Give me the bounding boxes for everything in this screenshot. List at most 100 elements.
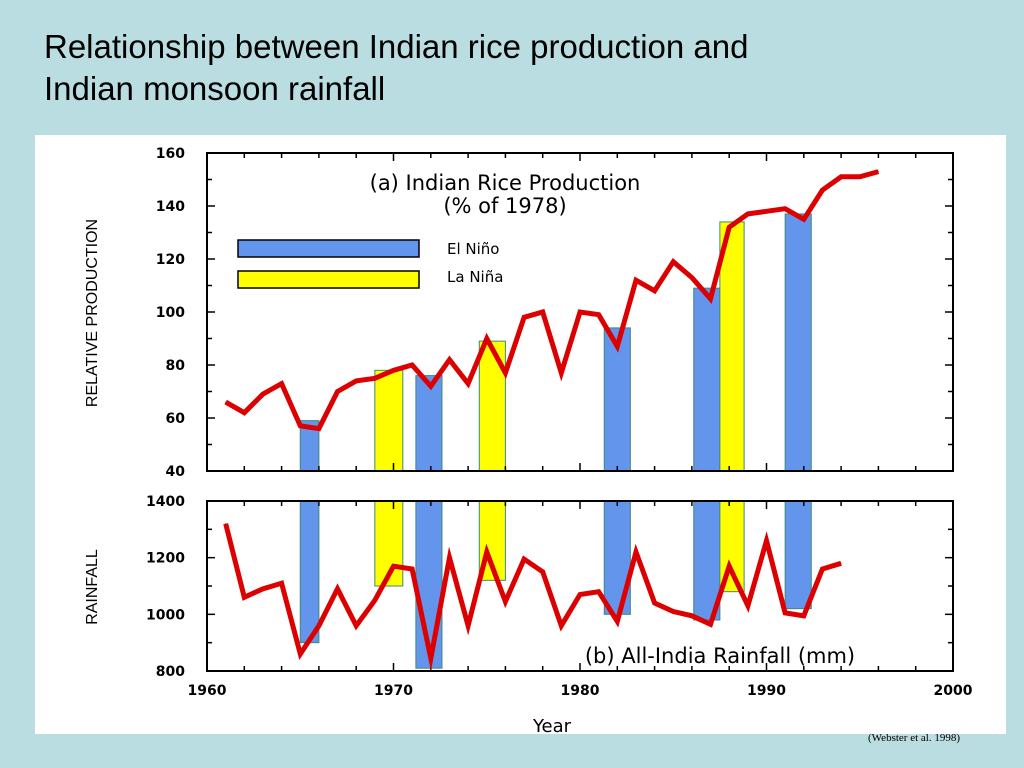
chart-b-x-tick-label: 2000 xyxy=(934,683,973,699)
chart-b-data-point xyxy=(710,623,712,625)
chart-a-data-point xyxy=(672,261,674,263)
chart-a-y-tick-label: 100 xyxy=(156,305,185,321)
chart-a-event-bar-la-nina xyxy=(719,221,745,472)
chart-b-data-point xyxy=(486,551,488,553)
legend-label-el-nino: El Niño xyxy=(447,240,500,258)
chart-a-y-tick-label: 40 xyxy=(166,464,186,480)
legend-label-la-nina: La Niña xyxy=(447,268,503,286)
chart-a-y-tick-label: 60 xyxy=(166,411,186,427)
chart-a-data-point xyxy=(486,338,488,339)
chart-a-data-point xyxy=(579,311,581,313)
figure-panel: 800 1000 1200 1400 1960 1970 1980 1990 2000 40 60 8… xyxy=(35,135,1006,734)
chart-b-xlabel: Year xyxy=(532,716,572,734)
chart-b-x-tick-label: 1980 xyxy=(561,683,600,699)
chart-a-data-point xyxy=(262,393,264,395)
chart-a-data-point xyxy=(355,380,357,382)
slide-title-line1: Relationship between Indian rice product… xyxy=(44,28,749,65)
chart-b-data-point xyxy=(355,625,357,627)
chart-b-x-tick-label: 1970 xyxy=(374,683,413,699)
chart-a-data-point xyxy=(766,210,767,212)
chart-a-data-point xyxy=(523,316,525,318)
chart-b-data-point xyxy=(821,568,823,570)
chart-a-data-point xyxy=(299,425,301,427)
chart-b-data-point xyxy=(542,571,544,573)
chart-a-data-point xyxy=(616,345,618,347)
chart-a-y-tick-label: 160 xyxy=(156,146,185,162)
chart-b-data-point xyxy=(299,653,301,655)
chart-b-y-tick-label: 1200 xyxy=(146,551,185,567)
chart-a-data-point xyxy=(821,189,823,191)
chart-a-data-point xyxy=(877,171,879,173)
chart-a-data-point xyxy=(318,428,320,430)
chart-b-data-point xyxy=(411,568,413,570)
chart-b-data-point xyxy=(225,523,227,525)
chart-b-data-point xyxy=(728,565,730,567)
chart-b-y-tick-label: 1000 xyxy=(146,607,185,623)
chart-a-data-point xyxy=(784,208,786,210)
chart-b-x-tick-label: 1990 xyxy=(747,683,786,699)
chart-a-data-point xyxy=(448,359,450,361)
chart-a-data-point xyxy=(859,176,861,178)
chart-b-data-point xyxy=(262,588,264,590)
chart-b-data-point xyxy=(840,562,842,564)
chart-a-data-point xyxy=(560,372,562,374)
chart-a-data-point xyxy=(803,218,805,220)
chart-b-event-bar-el-nino xyxy=(784,500,812,610)
chart-b-data-point xyxy=(523,558,525,560)
chart-b-data-point xyxy=(784,612,786,614)
chart-a-data-point xyxy=(225,401,227,403)
chart-b-ylabel: RAINFALL xyxy=(84,549,101,625)
chart-a-event-bar-la-nina xyxy=(374,369,404,472)
chart-a-data-point xyxy=(691,277,693,279)
chart-b-data-point xyxy=(766,540,767,542)
chart-b-data-point xyxy=(691,615,693,617)
chart-b-data-point xyxy=(635,551,637,553)
chart-a-data-point xyxy=(393,369,394,371)
chart-b-data-point xyxy=(430,657,432,659)
chart-b-data-point xyxy=(747,605,749,607)
chart-a-ylabel: RELATIVE PRODUCTION xyxy=(84,219,101,407)
chart-b-event-bar-el-nino xyxy=(603,500,631,615)
chart-a-data-point xyxy=(598,314,600,316)
chart-a-data-point xyxy=(635,279,637,281)
chart-a-series-line xyxy=(224,169,880,432)
chart-a-event-bar-el-nino xyxy=(784,213,812,472)
chart-b-data-point xyxy=(374,599,376,601)
chart-b-title: (b) All-India Rainfall (mm) xyxy=(585,644,855,668)
chart-a-data-point xyxy=(281,383,283,385)
chart-a-data-point xyxy=(504,372,506,374)
chart-a-data-point xyxy=(728,226,730,228)
chart-a-data-point xyxy=(430,385,432,387)
chart-b-event-bar-el-nino xyxy=(299,500,320,644)
chart-b-data-point xyxy=(467,625,469,627)
chart-a-event-bar-el-nino xyxy=(693,287,721,472)
chart-a-data-point xyxy=(411,364,413,366)
chart-b-data-point xyxy=(616,620,618,622)
chart-b-data-point xyxy=(318,625,320,627)
chart-a-plot: 40 60 80 100 120 140 160 xyxy=(156,146,954,480)
legend-swatch-el-nino xyxy=(237,239,420,258)
chart-a-data-point xyxy=(374,377,376,379)
chart-b-y-tick-label: 1400 xyxy=(146,494,185,510)
chart-a-subtitle: (% of 1978) xyxy=(443,194,566,218)
chart-b-series-line xyxy=(223,523,842,672)
chart-b-data-point xyxy=(598,591,600,593)
chart-b-data-point xyxy=(393,565,394,567)
chart-a-y-tick-label: 120 xyxy=(156,252,185,268)
slide-title: Relationship between Indian rice product… xyxy=(44,26,944,110)
citation: (Webster et al. 1998) xyxy=(868,732,960,744)
chart-a-data-point xyxy=(337,391,339,392)
chart-a-event-bar-el-nino xyxy=(415,375,443,472)
chart-b-x-tick-label: 1960 xyxy=(188,683,227,699)
chart-a-y-tick-label: 80 xyxy=(166,358,186,374)
chart-a-data-point xyxy=(243,412,245,414)
chart-a-data-point xyxy=(467,383,469,385)
chart-b-y-tick-label: 800 xyxy=(156,664,185,680)
chart-b-data-point xyxy=(803,615,805,617)
legend-swatch-la-nina xyxy=(237,270,420,289)
chart-b-data-point xyxy=(448,557,450,559)
chart-a-data-point xyxy=(840,176,842,178)
chart-b-data-point xyxy=(243,596,245,598)
chart-a-event-bar-el-nino xyxy=(603,327,631,472)
chart-b-data-point xyxy=(654,602,656,604)
